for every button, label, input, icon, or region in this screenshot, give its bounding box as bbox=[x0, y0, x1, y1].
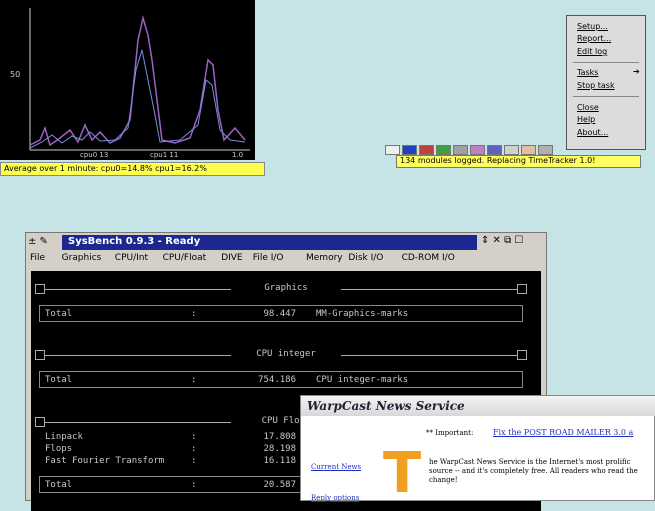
menu-item[interactable]: Tasks bbox=[577, 68, 598, 77]
menu-item[interactable]: Help bbox=[577, 115, 595, 124]
row-unit: MM-Graphics-marks bbox=[316, 309, 408, 319]
toolbar-button[interactable] bbox=[470, 145, 485, 155]
row-value: 17.808 bbox=[236, 432, 296, 442]
menu-item[interactable]: About... bbox=[577, 128, 608, 137]
system-icons: ± ✎ bbox=[28, 236, 48, 247]
desktop: 50 cpu0 13 cpu1 11 1.0 Average over 1 mi… bbox=[0, 0, 655, 501]
menu-bar: File Graphics CPU/Int CPU/Float DIVE File I/O… bbox=[26, 252, 546, 266]
toolbar-button[interactable] bbox=[436, 145, 451, 155]
graph-label: cpu1 11 bbox=[150, 151, 178, 159]
toolbar-button[interactable] bbox=[419, 145, 434, 155]
menu-item[interactable]: Disk I/O bbox=[348, 253, 383, 263]
menu-item[interactable]: CPU/Int bbox=[115, 253, 148, 263]
row-label: Fast Fourier Transform bbox=[45, 456, 164, 466]
menu-item[interactable]: Setup... bbox=[577, 22, 608, 31]
row-label: Linpack bbox=[45, 432, 83, 442]
menu-item[interactable]: File I/O bbox=[253, 253, 284, 263]
drop-cap: T bbox=[383, 446, 421, 502]
section-box[interactable] bbox=[35, 284, 45, 294]
menu-item[interactable]: Graphics bbox=[62, 253, 102, 263]
row-label: Flops bbox=[45, 444, 72, 454]
toolbar-button[interactable] bbox=[487, 145, 502, 155]
context-menu: Setup... Report... Edit log Tasks Stop task C… bbox=[566, 15, 646, 150]
section-box[interactable] bbox=[35, 350, 45, 360]
section-name: CPU integer bbox=[231, 349, 341, 359]
row-label: Total bbox=[45, 375, 72, 385]
cpu-monitor: 50 cpu0 13 cpu1 11 1.0 bbox=[0, 0, 255, 160]
menu-item[interactable]: Close bbox=[577, 103, 599, 112]
menu-item[interactable]: Report... bbox=[577, 34, 611, 43]
status-bar: Average over 1 minute: cpu0=14.8% cpu1=1… bbox=[0, 162, 265, 176]
window-title: SysBench 0.9.3 - Ready bbox=[68, 236, 200, 247]
nav-link[interactable]: Current News bbox=[311, 463, 361, 471]
menu-item[interactable]: File bbox=[30, 253, 45, 263]
toolbar-button[interactable] bbox=[402, 145, 417, 155]
axis-label: 50 bbox=[10, 70, 20, 79]
row-value: 754.186 bbox=[236, 375, 296, 385]
cpu-graph bbox=[0, 0, 255, 160]
row-value: 28.198 bbox=[236, 444, 296, 454]
important-link[interactable]: Fix the POST ROAD MAILER 3.0 a bbox=[493, 428, 633, 437]
separator: : bbox=[191, 444, 196, 454]
menu-item[interactable]: DIVE bbox=[221, 253, 242, 263]
section-box[interactable] bbox=[35, 417, 45, 427]
menu-item[interactable]: CPU/Float bbox=[163, 253, 207, 263]
warpcast-window: WarpCast News Service ** Important: Fix … bbox=[300, 395, 655, 501]
section-box[interactable] bbox=[517, 284, 527, 294]
cpu0-line bbox=[30, 18, 245, 145]
graph-label: cpu0 13 bbox=[80, 151, 108, 159]
row-label: Total bbox=[45, 309, 72, 319]
toolbar-button[interactable] bbox=[453, 145, 468, 155]
body-text: he WarpCast News Service is the Internet… bbox=[429, 458, 654, 485]
separator: : bbox=[191, 375, 196, 385]
toolbar-button[interactable] bbox=[521, 145, 536, 155]
section-box[interactable] bbox=[517, 350, 527, 360]
menu-item[interactable]: Memory bbox=[306, 253, 343, 263]
separator: : bbox=[191, 456, 196, 466]
toolbar-button[interactable] bbox=[385, 145, 400, 155]
row-value: 16.118 bbox=[236, 456, 296, 466]
section-name: Graphics bbox=[231, 283, 341, 293]
window-controls[interactable]: ⇕ ✕ ⧉ ☐ bbox=[481, 235, 523, 246]
row-value: 20.587 bbox=[236, 480, 296, 490]
row-label: Total bbox=[45, 480, 72, 490]
important: ** Important: bbox=[426, 429, 473, 437]
page-title: WarpCast News Service bbox=[307, 399, 465, 413]
toolbar-button[interactable] bbox=[504, 145, 519, 155]
menu-item[interactable]: Stop task bbox=[577, 81, 615, 90]
separator: : bbox=[191, 480, 196, 490]
menu-separator bbox=[573, 62, 639, 63]
menu-item[interactable]: CD-ROM I/O bbox=[402, 253, 455, 263]
menu-separator bbox=[573, 96, 639, 97]
toolbar-button[interactable] bbox=[538, 145, 553, 155]
row-value: 98.447 bbox=[236, 309, 296, 319]
row-unit: CPU integer-marks bbox=[316, 375, 408, 385]
tooltip: 134 modules logged. Replacing TimeTracke… bbox=[396, 155, 641, 168]
graph-label: 1.0 bbox=[232, 151, 243, 159]
separator: : bbox=[191, 432, 196, 442]
separator: : bbox=[191, 309, 196, 319]
submenu-arrow: ➔ bbox=[633, 67, 640, 76]
menu-item[interactable]: Edit log bbox=[577, 47, 607, 56]
